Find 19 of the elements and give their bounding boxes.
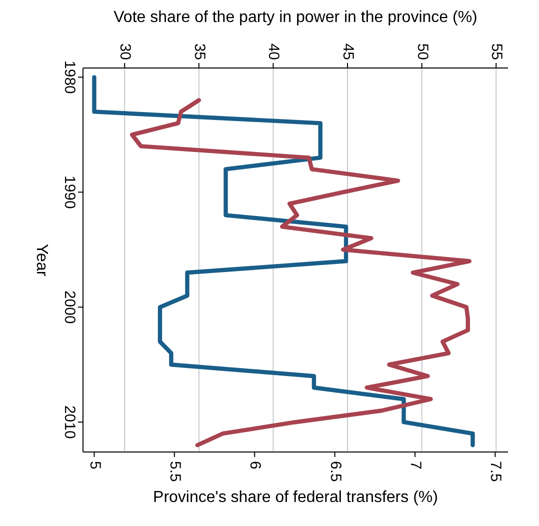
x-tick-label: 7.5 bbox=[487, 461, 504, 482]
x2-tick-label: 45 bbox=[340, 43, 357, 60]
x2-tick-label: 35 bbox=[190, 43, 208, 60]
y-tick-label: 2000 bbox=[61, 290, 78, 324]
x2-axis-title: Vote share of the party in power in the province (%) bbox=[114, 9, 478, 26]
x-tick-label: 6 bbox=[246, 461, 264, 470]
y-tick-label: 2010 bbox=[61, 405, 78, 439]
x2-tick-label: 40 bbox=[265, 43, 282, 60]
y-tick-label: 1980 bbox=[61, 60, 78, 94]
x2-tick-label: 50 bbox=[414, 43, 431, 60]
x2-tick-label: 55 bbox=[488, 43, 506, 60]
x2-tick-label: 30 bbox=[116, 43, 134, 60]
y-axis-title: Year bbox=[32, 244, 50, 277]
x-tick-label: 7 bbox=[407, 461, 424, 470]
x-tick-label: 5 bbox=[86, 461, 104, 470]
y-tick-label: 1990 bbox=[61, 175, 78, 209]
x-axis-title: Province's share of federal transfers (%) bbox=[153, 489, 438, 506]
x-tick-label: 5.5 bbox=[166, 461, 184, 482]
x-tick-label: 6.5 bbox=[326, 461, 344, 482]
